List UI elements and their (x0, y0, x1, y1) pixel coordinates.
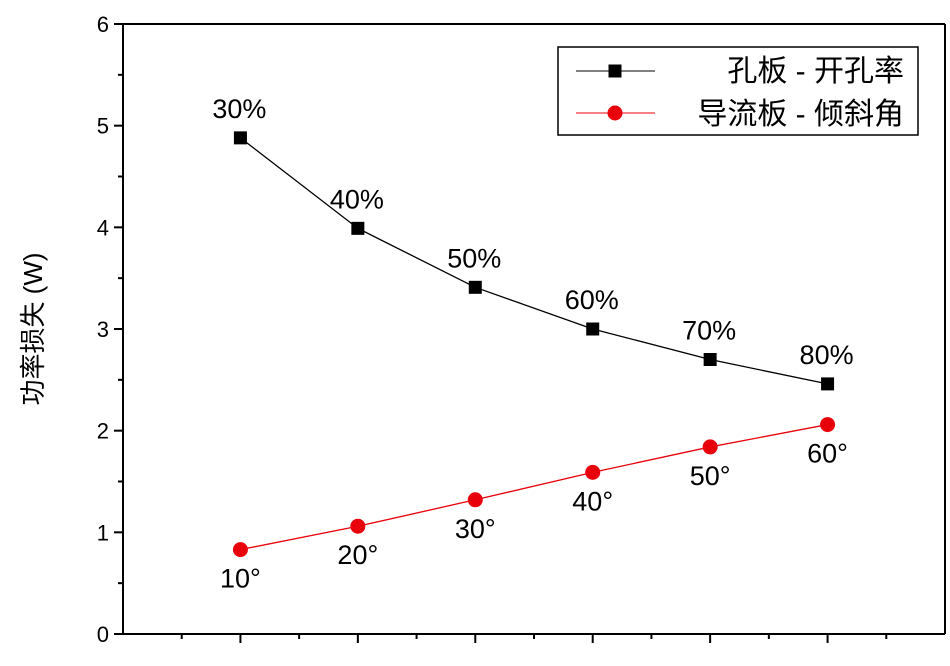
y-axis-ticks: 0 1 2 3 4 5 6 (97, 12, 123, 647)
series-1-data-label: 50% (447, 243, 501, 273)
series-2-data-label: 40° (572, 486, 613, 516)
legend-label-series-2: 导流板 - 倾斜角 (697, 98, 904, 131)
series-1-point (586, 322, 600, 336)
y-tick-label: 0 (97, 622, 109, 647)
y-tick-label: 2 (97, 419, 109, 444)
series-2-point (585, 464, 601, 480)
series-1-data-label: 40% (330, 184, 384, 214)
series-2-point (232, 542, 248, 558)
series-1-data-label: 80% (800, 340, 854, 370)
series-1-point (703, 353, 717, 366)
series-2-point (820, 417, 836, 433)
y-tick-label: 4 (97, 215, 109, 240)
legend-marker-series-1 (608, 64, 622, 78)
series-1-data-label: 70% (682, 316, 736, 346)
series-1-point (468, 280, 482, 294)
series-1-data-label: 30% (212, 94, 266, 124)
legend-marker-series-2 (607, 105, 623, 121)
series-2-data-label: 30° (455, 514, 496, 544)
y-tick-label: 1 (97, 520, 109, 545)
series-line-2 (240, 423, 828, 551)
series-1-point (351, 221, 365, 235)
series-2-point (467, 492, 483, 508)
series-2-point (702, 439, 718, 455)
series-1-point (233, 131, 247, 145)
legend-label-series-1: 孔板 - 开孔率 (727, 55, 904, 88)
series-line-1 (240, 137, 828, 385)
series-2-data-label: 10° (220, 564, 261, 594)
series-layer: 30% 40% 50% 60% 70% 80% 10° 20° 30° 40° 50° 60° (212, 94, 853, 594)
y-tick-label: 3 (97, 317, 109, 342)
y-tick-label: 6 (97, 12, 109, 37)
legend-box (557, 46, 919, 136)
series-2-point (350, 518, 366, 534)
series-2-data-label: 50° (690, 461, 731, 491)
y-tick-label: 5 (97, 114, 109, 139)
series-1-data-label: 60% (565, 285, 619, 315)
series-1-point (821, 377, 835, 391)
x-axis-ticks (180, 634, 888, 643)
series-2-data-label: 20° (337, 540, 378, 570)
y-axis-title: 功率损失 (W) (18, 252, 48, 405)
series-2-data-label: 60° (807, 439, 848, 469)
legend: 孔板 - 开孔率 导流板 - 倾斜角 (557, 46, 919, 136)
